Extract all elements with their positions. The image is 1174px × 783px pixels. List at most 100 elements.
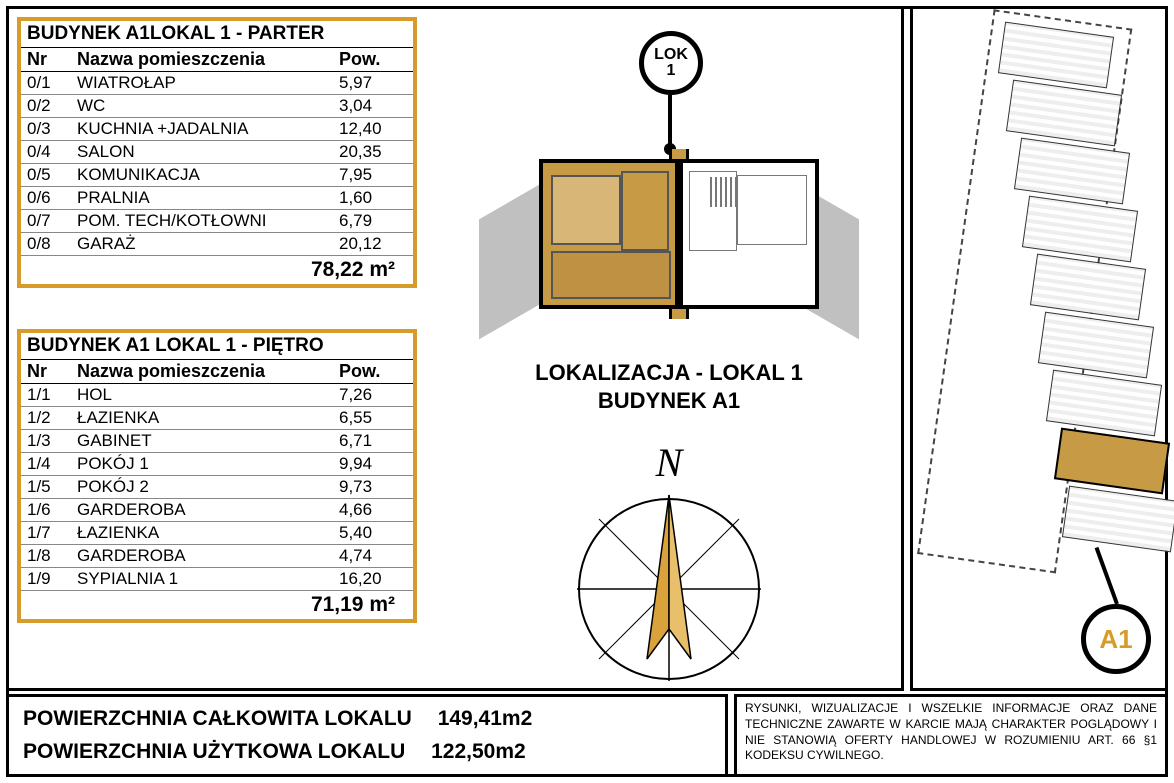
usable-area-label: POWIERZCHNIA UŻYTKOWA LOKALU: [23, 740, 405, 763]
cell-pow: 4,74: [333, 545, 413, 567]
table-row: 1/1HOL7,26: [21, 384, 413, 407]
table-parter-total: 78,22 m²: [21, 256, 413, 284]
total-area-line: POWIERZCHNIA CAŁKOWITA LOKALU 149,41m2: [23, 707, 711, 731]
table-row: 1/6GARDEROBA4,66: [21, 499, 413, 522]
table-row: 1/7ŁAZIENKA5,40: [21, 522, 413, 545]
col-header-name: Nazwa pomieszczenia: [73, 360, 333, 383]
main-panel: BUDYNEK A1LOKAL 1 - PARTER Nr Nazwa pomi…: [6, 6, 904, 691]
cell-name: KUCHNIA +JADALNIA: [73, 118, 333, 140]
siteplan-building: [1062, 486, 1174, 553]
cell-pow: 20,35: [333, 141, 413, 163]
floorplan-room: [737, 175, 807, 245]
usable-area-line: POWIERZCHNIA UŻYTKOWA LOKALU 122,50m2: [23, 740, 711, 764]
cell-name: PRALNIA: [73, 187, 333, 209]
cell-pow: 7,26: [333, 384, 413, 406]
cell-pow: 3,04: [333, 95, 413, 117]
cell-nr: 1/3: [21, 430, 73, 452]
location-title: LOKALIZACJA - LOKAL 1 BUDYNEK A1: [439, 359, 899, 414]
table-parter-body: 0/1WIATROŁAP5,970/2WC3,040/3KUCHNIA +JAD…: [21, 72, 413, 256]
table-row: 1/2ŁAZIENKA6,55: [21, 407, 413, 430]
table-parter-header: Nr Nazwa pomieszczenia Pow.: [21, 48, 413, 72]
table-pietro: BUDYNEK A1 LOKAL 1 - PIĘTRO Nr Nazwa pom…: [17, 329, 417, 623]
cell-nr: 1/2: [21, 407, 73, 429]
cell-nr: 1/5: [21, 476, 73, 498]
cell-pow: 9,94: [333, 453, 413, 475]
cell-name: GARDEROBA: [73, 545, 333, 567]
floorplan-room: [551, 251, 671, 299]
legal-panel: RYSUNKI, WIZUALIZACJE I WSZELKIE INFORMA…: [734, 694, 1168, 777]
cell-pow: 6,55: [333, 407, 413, 429]
cell-nr: 0/1: [21, 72, 73, 94]
cell-pow: 9,73: [333, 476, 413, 498]
table-parter-title: BUDYNEK A1LOKAL 1 - PARTER: [21, 21, 413, 48]
total-area-label: POWIERZCHNIA CAŁKOWITA LOKALU: [23, 707, 412, 730]
cell-name: HOL: [73, 384, 333, 406]
floorplan-graphic: [479, 119, 859, 329]
col-header-nr: Nr: [21, 360, 73, 383]
location-title-line1: LOKALIZACJA - LOKAL 1: [439, 359, 899, 387]
table-row: 1/3GABINET6,71: [21, 430, 413, 453]
cell-name: POKÓJ 2: [73, 476, 333, 498]
cell-pow: 5,40: [333, 522, 413, 544]
cell-nr: 0/2: [21, 95, 73, 117]
floorplan-room: [689, 171, 737, 251]
cell-name: ŁAZIENKA: [73, 522, 333, 544]
lok-badge: LOK 1: [639, 31, 703, 95]
lok-badge-line1: LOK: [654, 47, 688, 63]
table-row: 1/8GARDEROBA4,74: [21, 545, 413, 568]
cell-name: WIATROŁAP: [73, 72, 333, 94]
a1-badge-stem: [1095, 547, 1119, 605]
cell-name: WC: [73, 95, 333, 117]
cell-name: GARDEROBA: [73, 499, 333, 521]
cell-pow: 1,60: [333, 187, 413, 209]
table-row: 0/1WIATROŁAP5,97: [21, 72, 413, 95]
table-row: 0/3KUCHNIA +JADALNIA12,40: [21, 118, 413, 141]
col-header-name: Nazwa pomieszczenia: [73, 48, 333, 71]
floorplan-unit-other: [679, 159, 819, 309]
table-pietro-title: BUDYNEK A1 LOKAL 1 - PIĘTRO: [21, 333, 413, 360]
cell-nr: 0/6: [21, 187, 73, 209]
usable-area-value: 122,50m2: [431, 740, 551, 764]
table-row: 0/8GARAŻ20,12: [21, 233, 413, 256]
cell-nr: 1/1: [21, 384, 73, 406]
a1-badge: A1: [1081, 604, 1151, 674]
table-row: 0/4SALON20,35: [21, 141, 413, 164]
cell-pow: 7,95: [333, 164, 413, 186]
compass-icon: [569, 489, 769, 689]
cell-name: SYPIALNIA 1: [73, 568, 333, 590]
cell-pow: 16,20: [333, 568, 413, 590]
legal-text: RYSUNKI, WIZUALIZACJE I WSZELKIE INFORMA…: [745, 701, 1157, 762]
cell-pow: 12,40: [333, 118, 413, 140]
floorplan-room: [621, 171, 669, 251]
table-row: 1/4POKÓJ 19,94: [21, 453, 413, 476]
cell-nr: 1/7: [21, 522, 73, 544]
cell-name: GARAŻ: [73, 233, 333, 255]
cell-pow: 20,12: [333, 233, 413, 255]
cell-pow: 6,79: [333, 210, 413, 232]
cell-name: ŁAZIENKA: [73, 407, 333, 429]
table-row: 0/5KOMUNIKACJA7,95: [21, 164, 413, 187]
table-row: 1/5POKÓJ 29,73: [21, 476, 413, 499]
cell-nr: 0/7: [21, 210, 73, 232]
lok-badge-line2: 1: [667, 63, 676, 79]
cell-name: POKÓJ 1: [73, 453, 333, 475]
table-row: 0/7POM. TECH/KOTŁOWNI6,79: [21, 210, 413, 233]
cell-nr: 0/3: [21, 118, 73, 140]
table-row: 0/6PRALNIA1,60: [21, 187, 413, 210]
table-row: 0/2WC3,04: [21, 95, 413, 118]
cell-name: POM. TECH/KOTŁOWNI: [73, 210, 333, 232]
cell-name: KOMUNIKACJA: [73, 164, 333, 186]
table-row: 1/9SYPIALNIA 116,20: [21, 568, 413, 591]
center-column: LOK 1 LOKALIZACJA - L: [439, 9, 899, 688]
table-parter: BUDYNEK A1LOKAL 1 - PARTER Nr Nazwa pomi…: [17, 17, 417, 288]
table-pietro-header: Nr Nazwa pomieszczenia Pow.: [21, 360, 413, 384]
cell-nr: 0/8: [21, 233, 73, 255]
col-header-pow: Pow.: [333, 48, 413, 71]
col-header-pow: Pow.: [333, 360, 413, 383]
table-pietro-total: 71,19 m²: [21, 591, 413, 619]
siteplan-panel: A1: [910, 6, 1168, 691]
total-area-value: 149,41m2: [438, 707, 558, 731]
north-label: N: [439, 439, 899, 486]
cell-pow: 4,66: [333, 499, 413, 521]
siteplan-building-highlight: [1054, 428, 1170, 495]
